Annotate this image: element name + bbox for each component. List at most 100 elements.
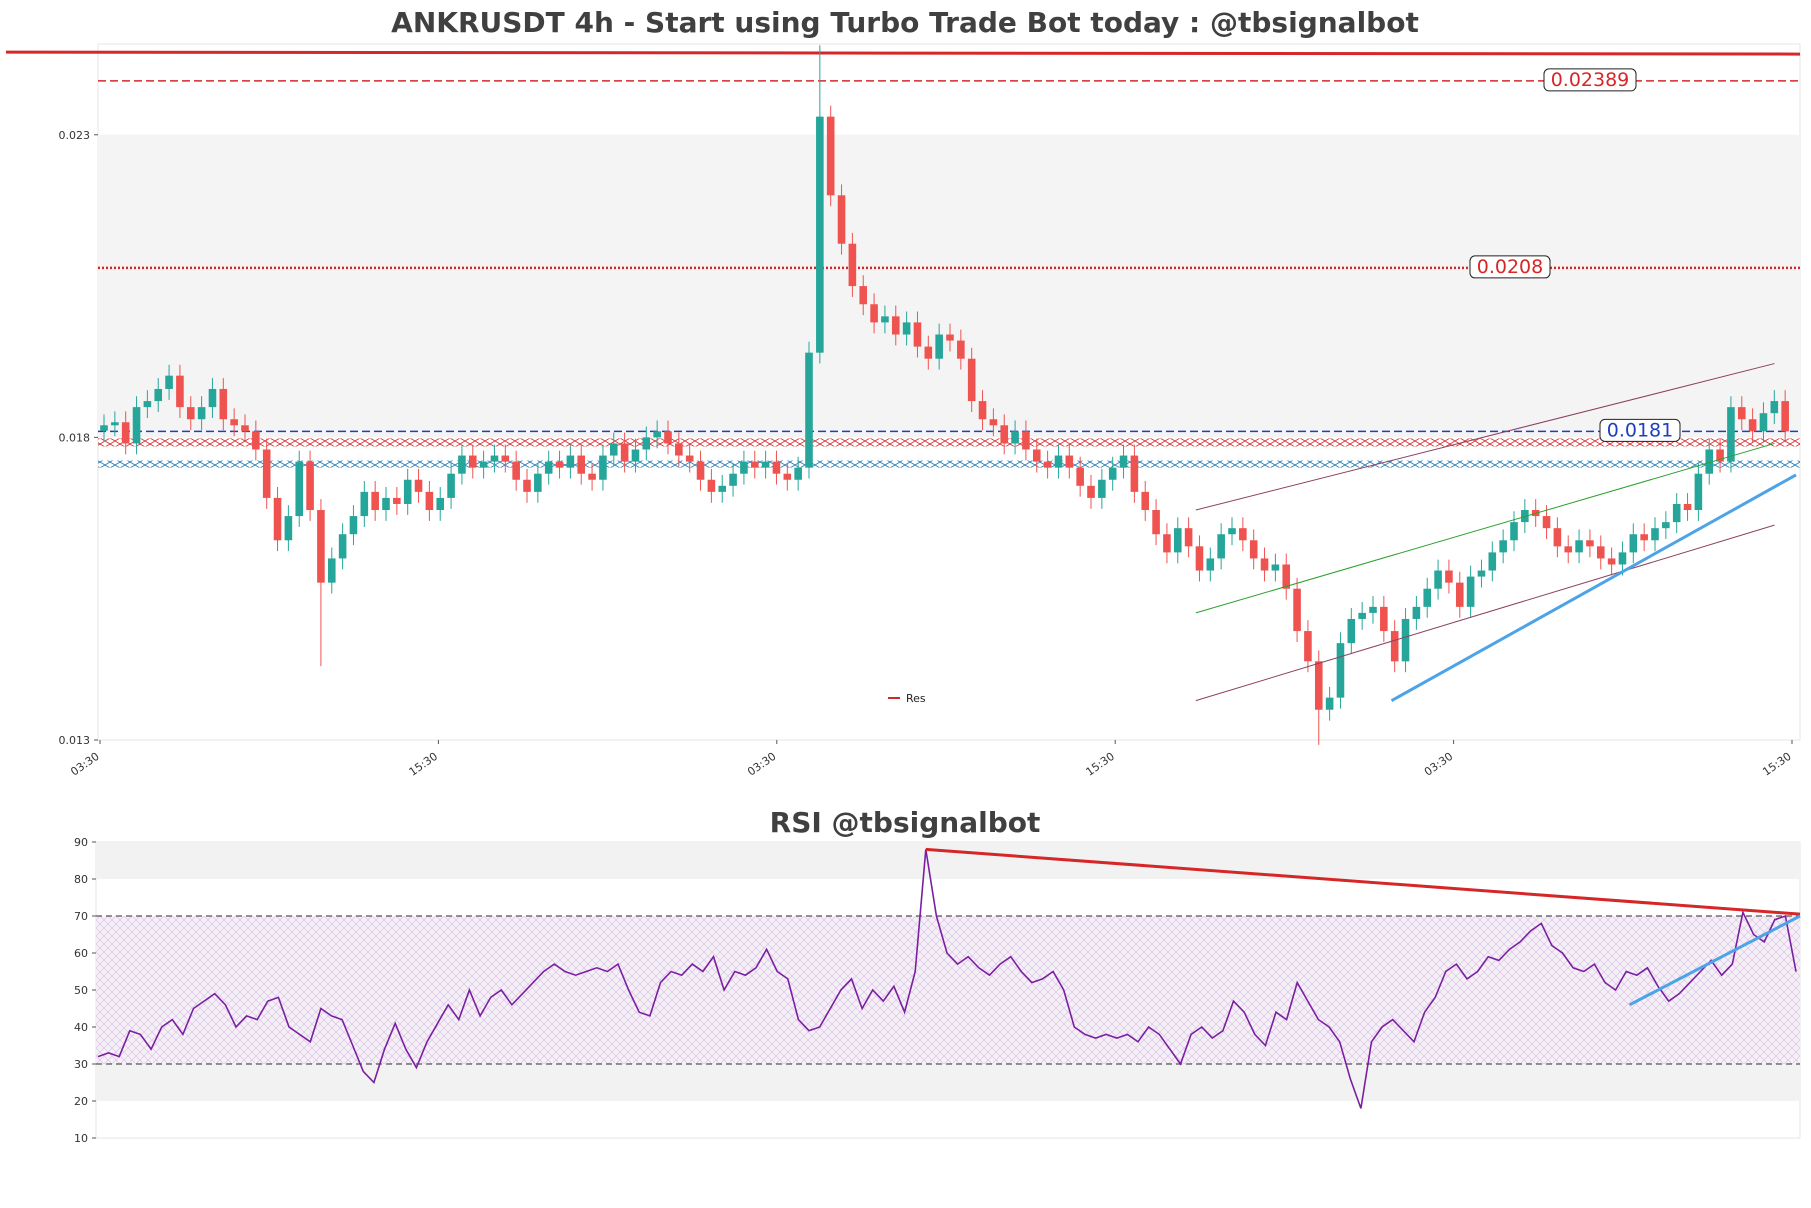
candle-body (805, 352, 813, 468)
candle-body (436, 497, 445, 511)
candle-body (870, 304, 878, 323)
candle-body (1249, 540, 1258, 559)
candle-body (653, 431, 661, 438)
candle-body (1358, 612, 1366, 619)
candle-body (1239, 528, 1247, 541)
candle-body (534, 473, 542, 492)
candle-body (761, 461, 770, 468)
candle-body (1000, 425, 1009, 444)
candle-body (132, 407, 141, 444)
candle-body (685, 455, 694, 462)
candle-body (913, 322, 922, 347)
candle-body (1228, 528, 1236, 535)
candle-body (826, 116, 835, 196)
candle-body (924, 346, 933, 359)
candle-body (1499, 540, 1507, 553)
candle-body (1347, 618, 1356, 644)
candle-body (143, 401, 152, 408)
candle-body (1054, 455, 1063, 468)
candle-body (1304, 631, 1312, 662)
candle-body (794, 467, 802, 480)
candle-body (555, 461, 564, 468)
candle-body (1141, 491, 1150, 511)
rsi-y-tick-label: 60 (74, 947, 88, 960)
candle-body (1727, 407, 1735, 462)
candle-body (599, 455, 607, 480)
rsi-y-tick-label: 70 (74, 910, 88, 923)
candle-body (317, 510, 325, 583)
candle-body (859, 286, 868, 305)
x-tick-label: 15:30 (407, 750, 440, 779)
candle-body (1195, 546, 1204, 571)
candle-body (121, 422, 130, 444)
candle-body (1770, 401, 1779, 414)
candle-body (197, 407, 206, 420)
candle-body (1477, 570, 1486, 577)
candle-body (1596, 546, 1605, 559)
candle-body (902, 322, 911, 335)
candle-body (1282, 564, 1291, 589)
candle-body (848, 243, 857, 287)
candle-body (1152, 510, 1160, 535)
candle-body (349, 516, 358, 535)
candle-body (750, 461, 759, 468)
rsi-y-tick-label: 40 (74, 1021, 88, 1034)
candle-body (176, 375, 184, 408)
candle-body (1022, 431, 1030, 450)
candle-body (219, 388, 228, 420)
candle-body (837, 195, 846, 244)
rsi-plot: 10 20 30 40 50 60 70 80 90 (74, 836, 1801, 1145)
candle-body (1445, 570, 1453, 583)
x-tick-label: 15:30 (1760, 750, 1793, 779)
candle-body (371, 491, 379, 511)
candle-body (946, 334, 954, 341)
candle-body (783, 473, 792, 480)
candle-body (1184, 528, 1193, 547)
candle-body (447, 473, 455, 498)
candle-body (230, 419, 238, 426)
candle-body (1694, 473, 1703, 511)
candle-body (588, 473, 596, 480)
candle-body (1380, 606, 1388, 632)
rsi-y-tick-label: 10 (74, 1132, 88, 1145)
candle-body (1314, 661, 1323, 710)
candle-body (273, 497, 282, 541)
x-tick-label: 15:30 (1083, 750, 1116, 779)
rsi-line (97, 849, 1797, 1109)
rsi-trendline-up (1628, 914, 1801, 1007)
candle-body (1575, 540, 1583, 553)
main-plot: 0.013 0.018 0.023 03:30 15:30 03:30 15:30 03:30… (5, 43, 1801, 779)
level-label: 0.0208 (1477, 256, 1543, 278)
rsi-band-low (96, 1064, 1800, 1101)
x-tick-label: 03:30 (68, 750, 101, 779)
candle-body (664, 431, 672, 444)
price-band (98, 134, 1800, 438)
candle-body (729, 473, 737, 486)
rsi-band-top (96, 842, 1800, 879)
candle-body (1455, 582, 1464, 607)
rsi-y-tick-label: 90 (74, 836, 88, 849)
candle-body (1607, 558, 1616, 565)
candle-body (382, 497, 390, 511)
candle-body (327, 558, 336, 583)
candle-body (1043, 461, 1052, 468)
candle-body (1466, 576, 1475, 607)
candle-body (1206, 558, 1215, 571)
y-tick-label: 0.023 (59, 129, 91, 142)
candle-body (468, 455, 477, 468)
candle-body (1781, 401, 1789, 432)
candle-body (262, 449, 271, 498)
candle-body (967, 358, 976, 402)
candle-body (512, 461, 520, 480)
rsi-chart-title: RSI @tbsignalbot (770, 806, 1041, 839)
candle-body (1293, 588, 1301, 632)
candle-body (393, 497, 401, 504)
candle-body (718, 485, 727, 492)
candle-body (186, 407, 195, 420)
candle-body (490, 455, 499, 462)
candle-body (631, 449, 640, 462)
rsi-y-tick-label: 20 (74, 1095, 88, 1108)
candle-body (1542, 516, 1551, 529)
candle-body (1662, 522, 1670, 529)
